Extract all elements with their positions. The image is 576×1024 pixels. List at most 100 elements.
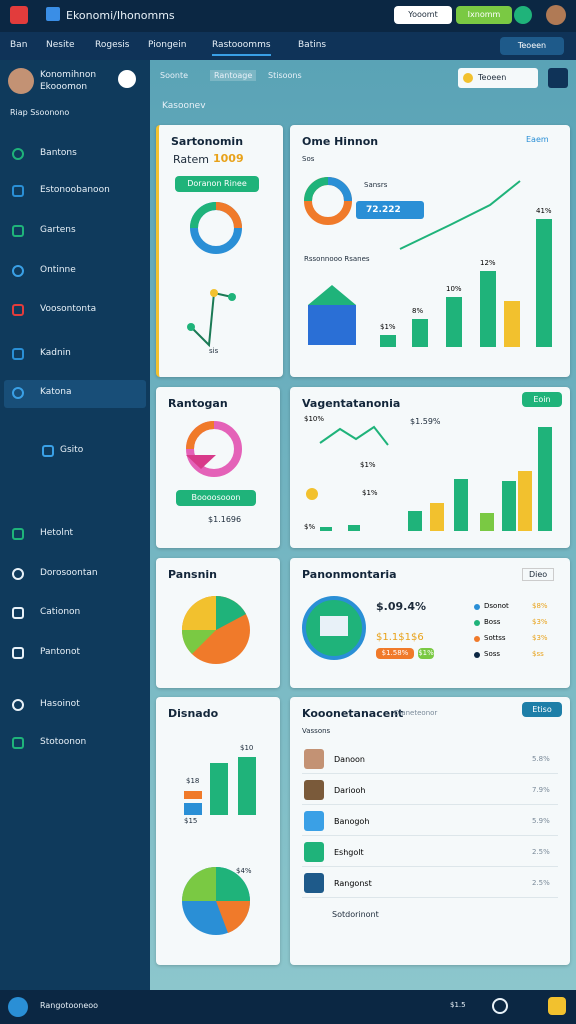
nav-item[interactable]: Ban	[10, 40, 28, 50]
search-text: Teoeen	[478, 73, 507, 82]
row-name[interactable]: Eshgolt	[334, 848, 364, 857]
nav-item[interactable]: Rastooomms	[212, 40, 271, 56]
illustration	[308, 285, 356, 305]
row-name[interactable]: Rangonst	[334, 879, 372, 888]
sidebar-section: Riap Ssoonono	[10, 108, 70, 117]
card-graphics	[186, 421, 242, 477]
legend-value: $3%	[532, 634, 548, 642]
sidebar-item[interactable]: Bantons	[40, 148, 77, 158]
nav-action[interactable]: Teoeen	[500, 37, 564, 55]
trend-line	[319, 425, 389, 446]
sidebar-item[interactable]: Ontinne	[40, 265, 76, 275]
card: Vagentatanonia Eoin $1.59% $10% $1% $1% $%	[290, 387, 570, 548]
sidebar-item[interactable]: Dorosoontan	[40, 568, 98, 578]
nav-item[interactable]: Batins	[298, 40, 327, 50]
card-graphics	[304, 177, 552, 347]
sidebar-item[interactable]: Gartens	[40, 225, 76, 235]
nav-item[interactable]: Rogesis	[95, 40, 130, 50]
bar-label: $1%	[380, 323, 396, 331]
sidebar-icon	[12, 265, 24, 277]
tab[interactable]: Stisoons	[268, 71, 302, 80]
card: Sartonomin Ratem 1009 Doranon Rinee sis	[156, 125, 283, 377]
row-name[interactable]: Dariooh	[334, 786, 366, 795]
row-divider	[302, 897, 558, 898]
tab[interactable]: Soonte	[160, 71, 188, 80]
card-title: Sartonomin	[171, 135, 244, 148]
pie-slice	[182, 596, 216, 630]
footer-button[interactable]	[492, 998, 508, 1014]
sidebar-item[interactable]: Hetolnt	[40, 528, 74, 538]
bar	[408, 511, 422, 531]
footer-text: Rangotooneoo	[40, 1001, 99, 1010]
sidebar-item[interactable]: Voosontonta	[40, 304, 97, 314]
tab[interactable]: Rantoage	[210, 70, 257, 81]
point	[210, 289, 218, 297]
row-divider	[302, 835, 558, 836]
grid-button[interactable]	[548, 68, 568, 88]
dropdown[interactable]: Etiso	[522, 702, 562, 717]
user-avatar	[8, 68, 34, 94]
sidebar-item[interactable]: Gsito	[60, 445, 84, 455]
row-icon	[304, 842, 324, 862]
sidebar-item[interactable]: Cationon	[40, 607, 81, 617]
legend-name: Soss	[484, 650, 501, 658]
dropdown[interactable]: Dieo	[522, 568, 555, 581]
donut-segment	[190, 202, 217, 229]
search[interactable]: Teoeen	[458, 68, 538, 88]
card-button[interactable]: Doranon Rinee	[175, 176, 259, 192]
card-title: Panonmontaria	[302, 568, 397, 581]
chart-label: $10%	[304, 415, 325, 423]
sidebar-icon	[12, 607, 24, 619]
row-divider	[302, 804, 558, 805]
legend-value: $8%	[532, 602, 548, 610]
nav-bar: Teoeen Ban Nesite Rogesis Piongein Rastooomm…	[0, 32, 576, 60]
close-button[interactable]	[118, 70, 136, 88]
card-title: Ome Hinnon	[302, 135, 379, 148]
bar-label: 12%	[480, 259, 496, 267]
sub-value: $1.1$1$6	[376, 632, 424, 643]
card: Pansnin	[156, 558, 280, 688]
app-title: Ekonomi/Ihonomms	[66, 9, 175, 22]
sidebar-item[interactable]: Kadnin	[40, 348, 71, 358]
header-button[interactable]: Ixnomm	[456, 6, 512, 24]
bar-label: $18	[186, 777, 200, 785]
dropdown[interactable]: Eaem	[526, 135, 549, 144]
bar	[412, 319, 428, 347]
row-name[interactable]: Danoon	[334, 755, 365, 764]
bar	[210, 763, 228, 815]
bar	[536, 219, 552, 347]
nav-item[interactable]: Piongein	[148, 40, 187, 50]
bar	[502, 481, 516, 531]
row-value: 2.5%	[532, 879, 550, 887]
bar	[184, 791, 202, 799]
legend-value: $ss	[532, 650, 544, 658]
card-button[interactable]: Eoin	[522, 392, 562, 407]
sidebar-item[interactable]: Pantonot	[40, 647, 81, 657]
mini-line	[190, 291, 233, 348]
header-button[interactable]: Yooomt	[394, 6, 452, 24]
sidebar-icon	[12, 225, 24, 237]
nav-item[interactable]: Nesite	[46, 40, 75, 50]
card-title: Pansnin	[168, 568, 218, 581]
sidebar-item[interactable]: Stotoonon	[40, 737, 87, 747]
avatar[interactable]	[546, 5, 566, 25]
bar	[518, 471, 532, 531]
sidebar-item[interactable]: Katona	[40, 387, 72, 397]
sidebar-item[interactable]: Estonoobanoon	[40, 185, 110, 195]
icon-button[interactable]	[514, 6, 532, 24]
list-footer[interactable]: Sotdorinont	[332, 910, 379, 919]
bar	[480, 271, 496, 347]
sidebar-icon	[12, 568, 24, 580]
row-name[interactable]: Banogoh	[334, 817, 370, 826]
bar	[504, 301, 520, 347]
card-button[interactable]: Boooosooon	[176, 490, 256, 506]
tag: $1%	[418, 648, 434, 659]
footer-button[interactable]	[548, 997, 566, 1015]
legend-dot	[474, 604, 480, 610]
card-title: Disnado	[168, 707, 219, 720]
sidebar-icon	[12, 304, 24, 316]
donut-segment	[304, 177, 329, 202]
sidebar-item[interactable]: Hasoinot	[40, 699, 80, 709]
tabs: Soonte Rantoage Stisoons	[156, 64, 336, 86]
